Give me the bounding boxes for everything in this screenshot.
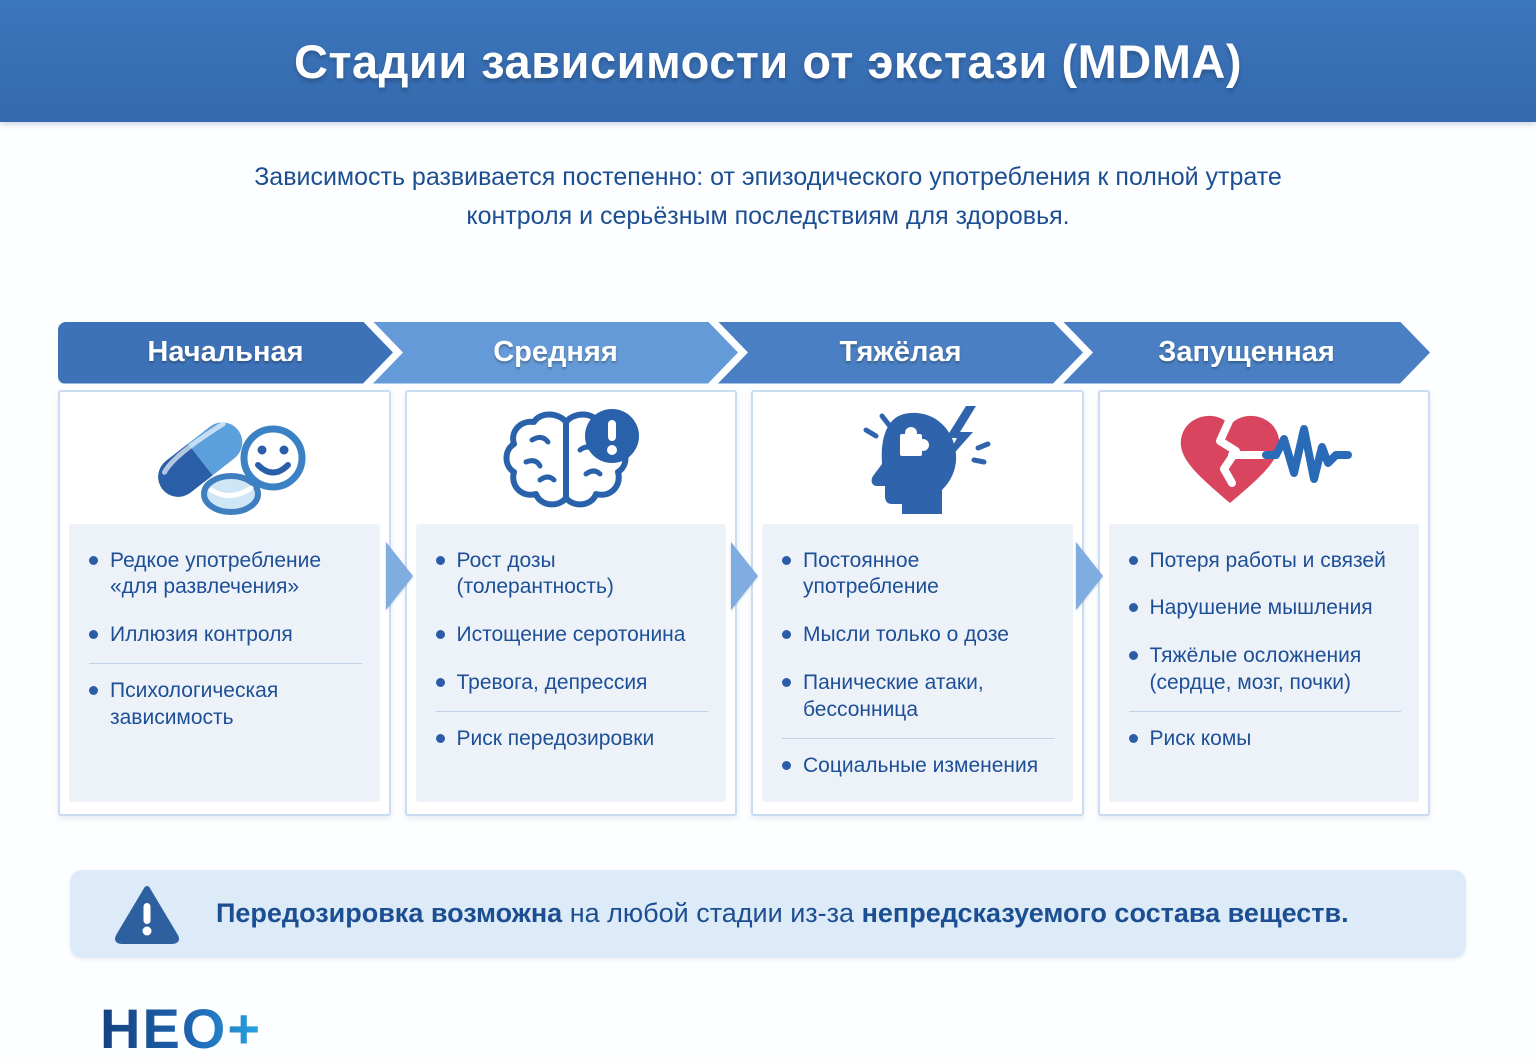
bullet-dot-icon	[782, 760, 791, 770]
stage-bullet-item: Мысли только о дозе	[782, 622, 1057, 649]
stage-header-1: Начальная	[58, 322, 393, 384]
bullet-text: Психологическая зависимость	[110, 679, 279, 729]
bullet-dot-icon	[782, 678, 791, 688]
intro-text: Зависимость развивается постепенно: от э…	[254, 163, 1282, 230]
list-divider	[435, 711, 708, 712]
flow-arrow-icon	[386, 541, 413, 610]
stage-bullet-item: Иллюзия контроля	[89, 622, 364, 649]
bullet-dot-icon	[782, 555, 791, 565]
bullet-dot-icon	[435, 678, 445, 688]
stage-header-4: Запущенная	[1063, 322, 1430, 384]
bullet-dot-icon	[782, 630, 791, 640]
bullet-text: Риск передозировки	[456, 727, 655, 750]
bullet-dot-icon	[89, 686, 98, 696]
stage-bullet-item: Риск комы	[1128, 726, 1404, 753]
bullet-text: Тревога, депрессия	[456, 671, 648, 695]
stage-bullet-item: Социальные изменения	[782, 753, 1057, 780]
bullet-dot-icon	[435, 630, 445, 640]
stage-column-3: Постоянное употребление Мысли только о до…	[751, 389, 1084, 816]
stage-icon-wrap	[69, 400, 380, 524]
stage-bullet-item: Тяжёлые осложнения (сердце, мозг, почки)	[1128, 643, 1404, 697]
stage-bullet-list: Постоянное употребление Мысли только о до…	[762, 523, 1073, 802]
stage-bullet-item: Нарушение мышления	[1128, 595, 1404, 622]
bullet-dot-icon	[1128, 555, 1138, 565]
stage-column-1: Редкое употребление «для развлечения» Илл…	[58, 389, 391, 816]
bullet-dot-icon	[1128, 651, 1138, 661]
bullet-text: Нарушение мышления	[1149, 596, 1373, 620]
bullet-text: Риск комы	[1149, 727, 1252, 750]
head-puzzle-lightning-icon	[863, 405, 991, 514]
bullet-dot-icon	[435, 555, 445, 565]
bullet-text: Панические атаки, бессонница	[803, 671, 984, 721]
stage-bullet-item: Риск передозировки	[435, 726, 711, 753]
pills-smiley-icon	[158, 420, 306, 515]
warning-bold-2: непредсказуемого состава веществ.	[861, 898, 1349, 929]
bullet-dot-icon	[89, 555, 98, 565]
warning-bold-1: Передозировка возможна	[216, 898, 570, 929]
bullet-text: Иллюзия контроля	[110, 623, 293, 647]
list-divider	[782, 737, 1055, 739]
stage-bullet-item: Тревога, депрессия	[435, 670, 711, 697]
bullet-dot-icon	[89, 630, 98, 640]
stage-columns: Редкое употребление «для развлечения» Илл…	[58, 389, 1430, 816]
bullet-text: Потеря работы и связей	[1149, 548, 1386, 572]
list-divider	[1128, 711, 1401, 712]
bullet-text: Редкое употребление «для развлечения»	[110, 548, 322, 599]
stage-bullet-list: Рост дозы (толерантность) Истощение серот…	[415, 523, 726, 802]
bullet-dot-icon	[1128, 603, 1138, 613]
stage-bullet-item: Панические атаки, бессонница	[782, 670, 1057, 724]
bullet-text: Мысли только о дозе	[803, 623, 1009, 647]
bullet-text: Тяжёлые осложнения (сердце, мозг, почки)	[1149, 644, 1362, 695]
stage-icon-wrap	[416, 400, 727, 524]
stage-icon-wrap	[762, 400, 1073, 524]
stage-bullet-list: Потеря работы и связей Нарушение мышления…	[1108, 523, 1419, 802]
stage-bullet-item: Постоянное употребление	[782, 548, 1057, 602]
stage-header-2: Средняя	[373, 322, 738, 384]
stage-icon-wrap	[1109, 400, 1420, 524]
stage-bullet-item: Потеря работы и связей	[1128, 548, 1404, 575]
warning-regular: на любой стадии из-за	[569, 898, 862, 929]
stage-column-2: Рост дозы (толерантность) Истощение серот…	[404, 389, 737, 816]
bullet-text: Постоянное употребление	[803, 548, 939, 599]
stage-bullet-item: Истощение серотонина	[435, 622, 711, 649]
bullet-text: Истощение серотонина	[456, 623, 686, 647]
bullet-text: Социальные изменения	[803, 753, 1039, 777]
stage-bullet-list: Редкое употребление «для развлечения» Илл…	[69, 523, 380, 802]
stage-header-band: Начальная Средняя Тяжёлая Запущенная	[58, 322, 1430, 384]
neo-plus-logo: НЕО+	[100, 996, 263, 1060]
warning-triangle-icon	[115, 885, 179, 944]
bullet-text: Рост дозы (толерантность)	[456, 548, 614, 599]
flow-arrow-icon	[731, 541, 758, 610]
stage-column-4: Потеря работы и связей Нарушение мышления…	[1097, 389, 1430, 816]
page-title: Стадии зависимости от экстази (MDMA)	[294, 34, 1242, 88]
broken-heart-ecg-icon	[1180, 414, 1352, 503]
bullet-dot-icon	[435, 734, 445, 743]
warning-banner: Передозировка возможна на любой стадии и…	[70, 869, 1466, 958]
stage-bullet-item: Редкое употребление «для развлечения»	[89, 548, 364, 602]
bullet-dot-icon	[1128, 734, 1138, 743]
stage-bullet-item: Рост дозы (толерантность)	[435, 548, 711, 602]
warning-text: Передозировка возможна на любой стадии и…	[216, 898, 1349, 929]
flow-arrow-icon	[1076, 541, 1103, 610]
stage-bullet-item: Психологическая зависимость	[89, 678, 364, 732]
brain-alert-icon	[503, 408, 639, 507]
stages-section: Начальная Средняя Тяжёлая Запущенная	[58, 322, 1430, 816]
stage-header-3: Тяжёлая	[718, 322, 1083, 384]
list-divider	[89, 663, 362, 665]
header-banner: Стадии зависимости от экстази (MDMA)	[0, 0, 1536, 122]
